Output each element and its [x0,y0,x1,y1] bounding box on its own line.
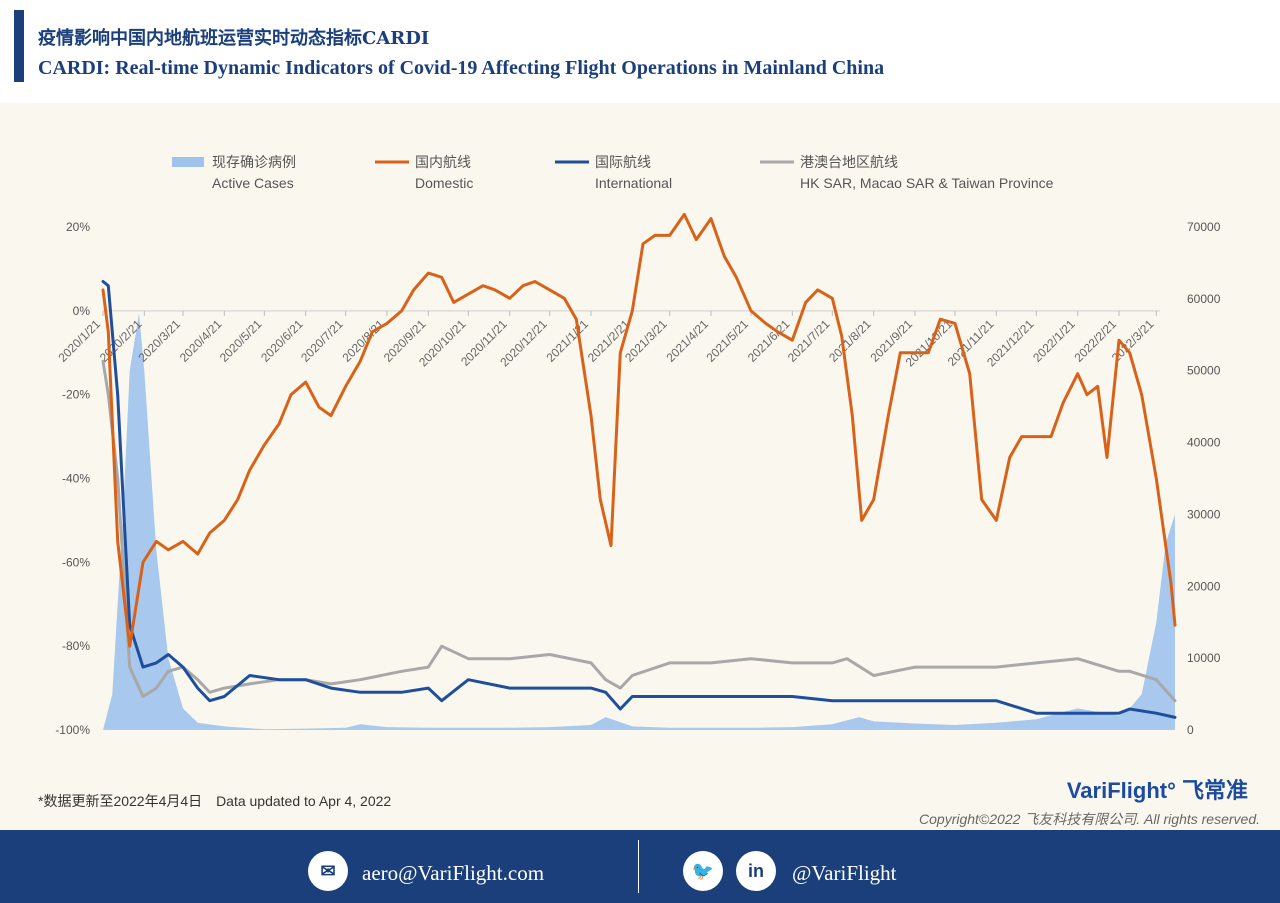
email-link[interactable]: aero@VariFlight.com [362,861,545,885]
x-tick-label: 2021/8/21 [826,317,874,365]
y-left-tick-label: -100% [55,723,90,737]
twitter-icon[interactable]: 🐦 [683,851,723,891]
header: 疫情影响中国内地航班运营实时动态指标CARDI CARDI: Real-time… [0,0,1280,103]
x-tick-label: 2020/7/21 [298,317,346,365]
legend-swatch-active [172,157,204,167]
y-left-tick-label: 0% [73,304,91,318]
y-right-tick-label: 40000 [1187,436,1221,450]
series-line-international [101,280,1177,719]
page-title-en: CARDI: Real-time Dynamic Indicators of C… [38,57,885,79]
data-update-note: *数据更新至2022年4月4日 Data updated to Apr 4, 2… [38,791,401,811]
y-left-tick-label: -80% [62,639,90,653]
series-line-regional [101,359,1177,703]
legend-label-en: International [595,175,672,191]
footer: ✉ aero@VariFlight.com 🐦 in @VariFlight [0,830,1280,903]
x-tick-label: 2020/6/21 [258,317,306,365]
legend-label-cn: 现存确诊病例 [212,154,296,170]
copyright: Copyright©2022 飞友科技有限公司. All rights rese… [919,811,1260,827]
y-right-tick-label: 10000 [1187,651,1221,665]
x-tick-label: 2022/1/21 [1030,317,1078,365]
chart-panel: 现存确诊病例 Active Cases 国内航线 Domestic 国际航线 Intern… [0,103,1280,830]
brand-logo: VariFlight° 飞常准 [1066,778,1248,803]
y-left-tick-label: 20% [66,220,90,234]
legend-label-cn: 港澳台地区航线 [800,154,898,170]
x-tick-label: 2020/3/21 [135,317,183,365]
y-left-tick-label: -60% [62,555,90,569]
y-left-tick-label: -20% [62,388,90,402]
x-tick-label: 2020/8/21 [339,317,387,365]
y-right-tick-label: 70000 [1187,220,1221,234]
y-right-tick-label: 20000 [1187,579,1221,593]
legend-label-en: Active Cases [212,175,294,191]
mail-icon[interactable]: ✉ [308,851,348,891]
social-handle[interactable]: @VariFlight [792,861,897,885]
x-tick-label: 2021/4/21 [663,317,711,365]
linkedin-icon[interactable]: in [736,851,776,891]
legend-label-cn: 国内航线 [415,154,471,170]
y-right-tick-label: 0 [1187,723,1194,737]
area-layer [103,313,1175,730]
y-right-tick-label: 50000 [1187,364,1221,378]
legend-label-en: HK SAR, Macao SAR & Taiwan Province [800,175,1054,191]
series-area-active-cases [103,313,1175,730]
note-cn: *数据更新至2022年4月4日 [38,793,203,809]
legend: 现存确诊病例 Active Cases 国内航线 Domestic 国际航线 Intern… [172,154,1054,191]
header-accent-bar [14,10,24,82]
x-tick-label: 2021/1/21 [543,317,591,365]
legend-label-en: Domestic [415,175,473,191]
footer-divider [638,840,639,893]
series-line-domestic [101,212,1177,648]
page-title-cn: 疫情影响中国内地航班运营实时动态指标CARDI [38,28,430,49]
y-right-tick-label: 30000 [1187,507,1221,521]
y-right-tick-label: 60000 [1187,292,1221,306]
x-tick-label: 2020/4/21 [177,317,225,365]
note-en: Data updated to Apr 4, 2022 [216,793,392,809]
x-tick-label: 2021/5/21 [703,317,751,365]
legend-label-cn: 国际航线 [595,154,651,170]
axes: 20% 0% -20% -40% -60% -80% -100% 70000 60000 5000… [55,220,1220,737]
x-tick-label: 2020/1/21 [55,317,103,365]
chart-svg: 现存确诊病例 Active Cases 国内航线 Domestic 国际航线 Intern… [55,154,1220,737]
lines-layer [101,212,1177,719]
y-left-tick-label: -40% [62,472,90,486]
x-tick-label: 2020/5/21 [217,317,265,365]
